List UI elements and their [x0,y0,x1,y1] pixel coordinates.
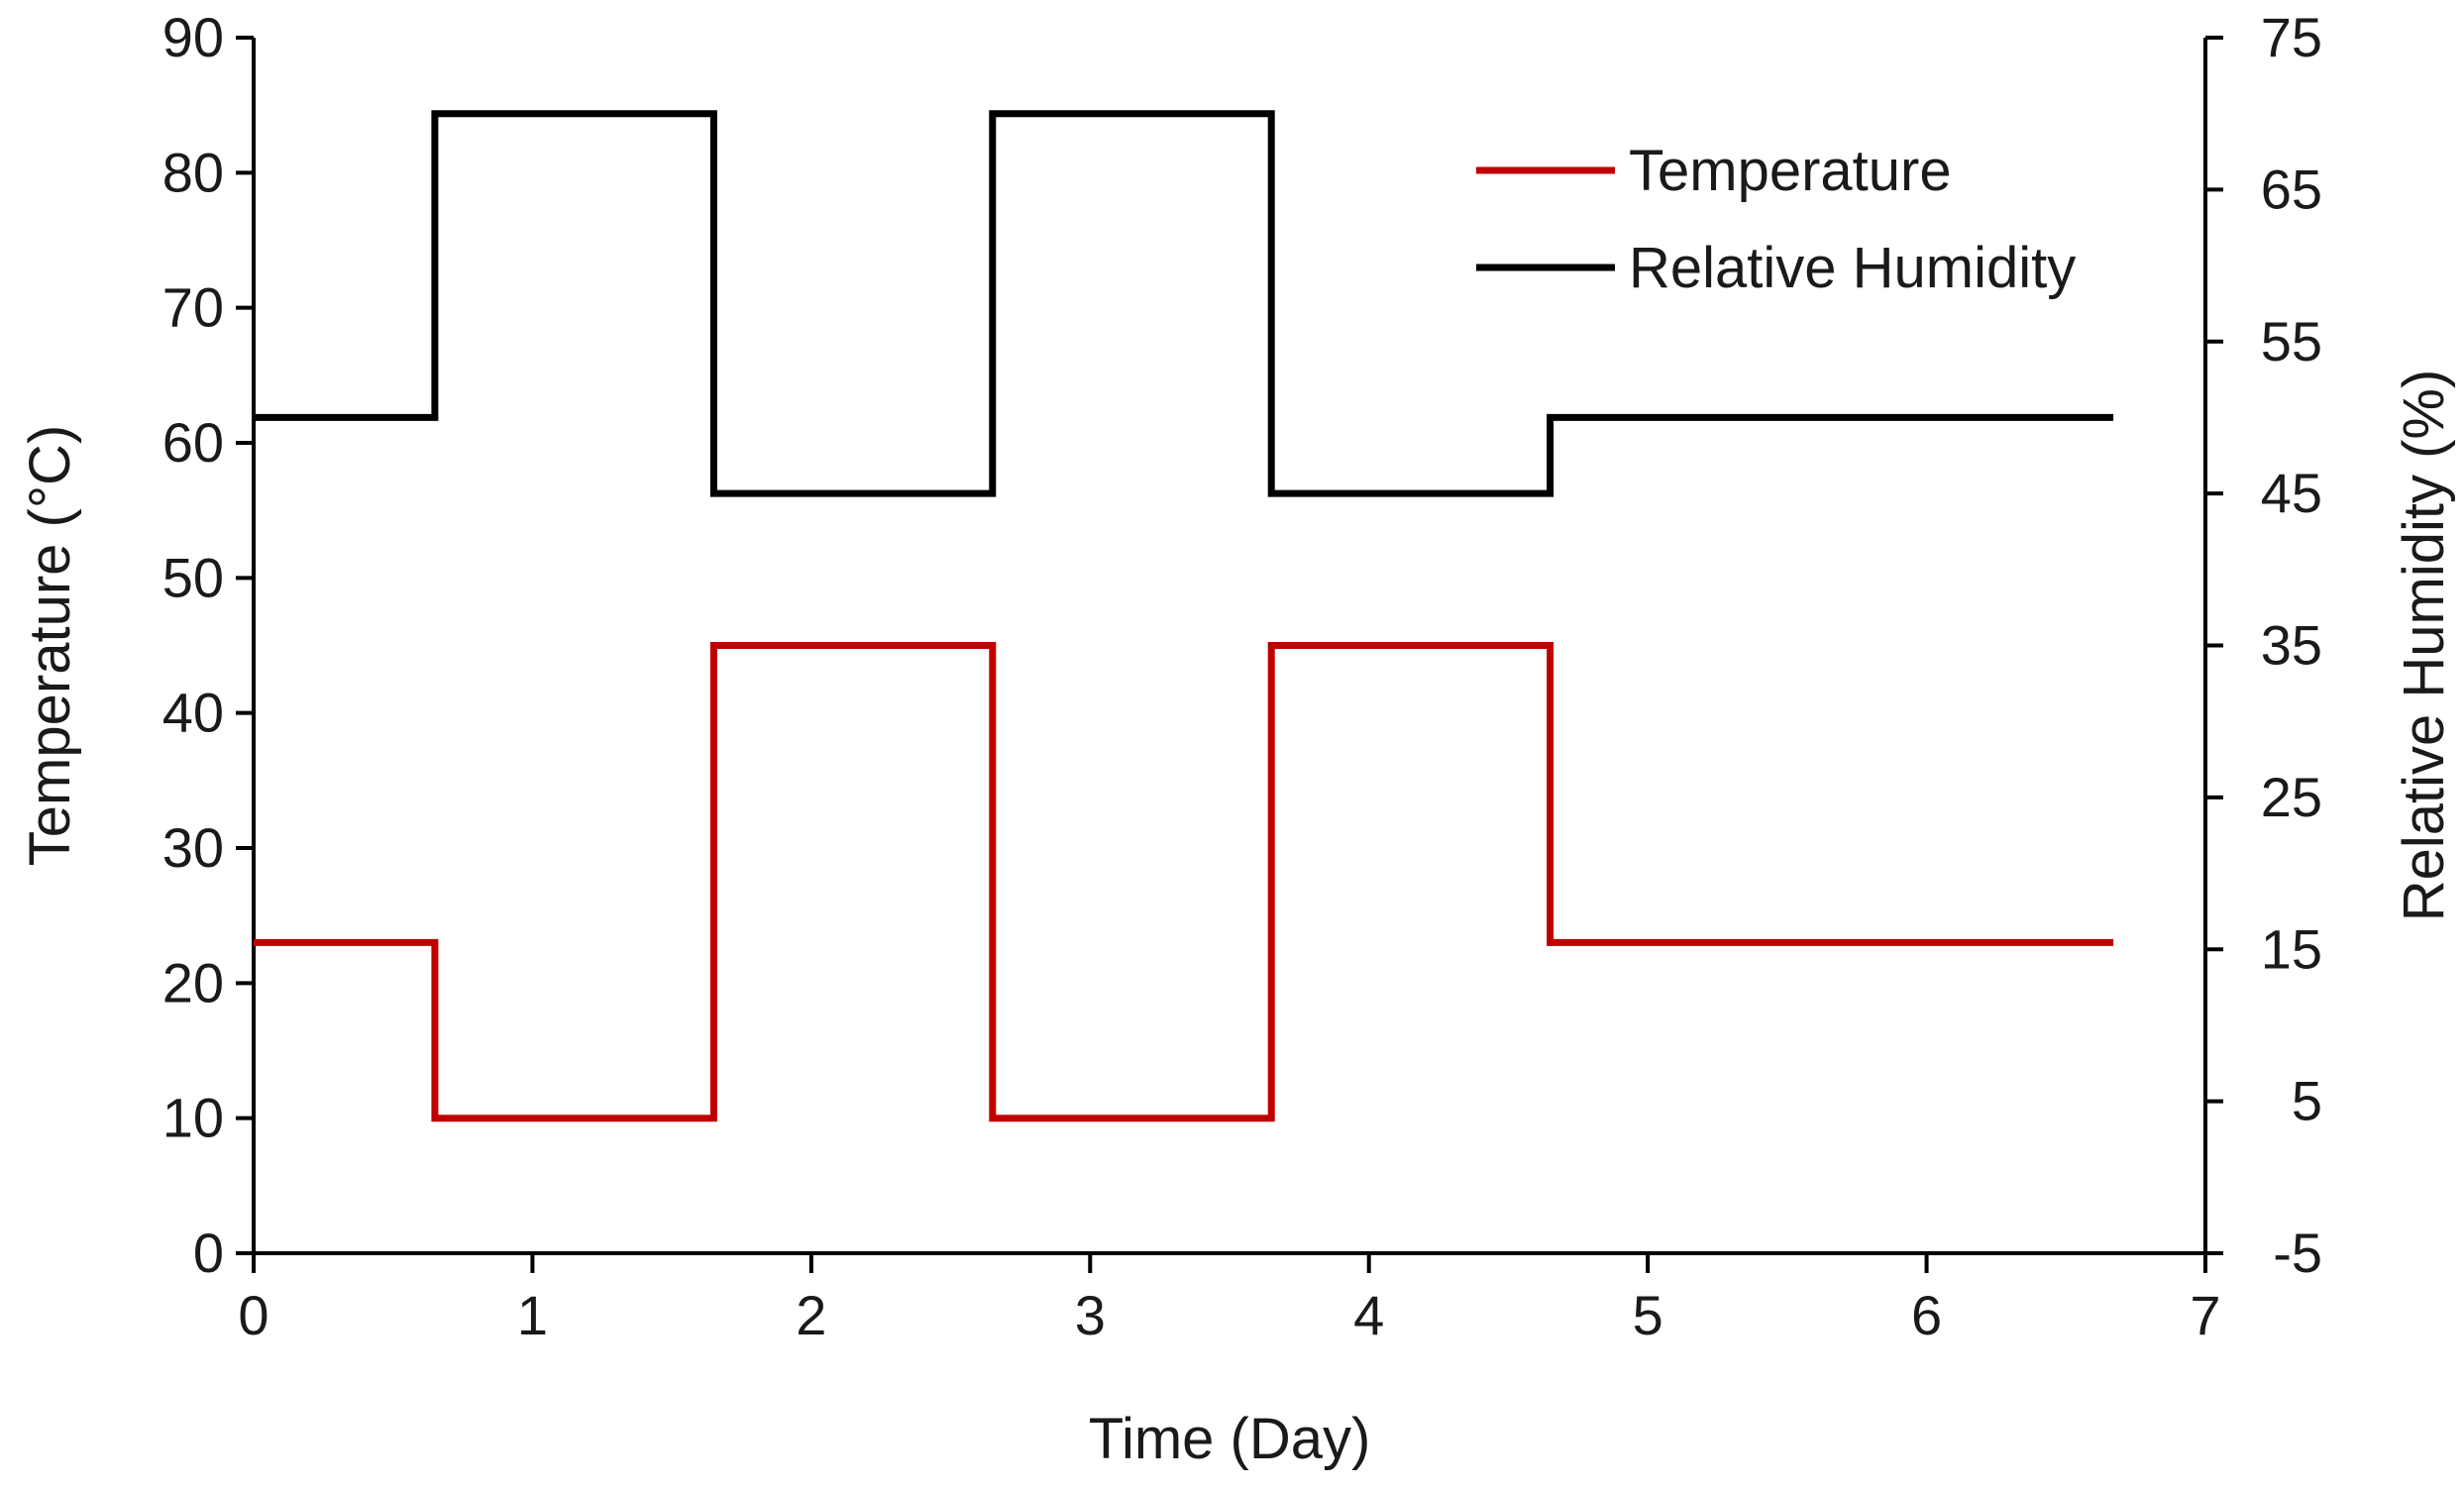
y-tick-label: 70 [162,276,224,339]
y2-tick-label: -5 [2273,1222,2322,1284]
y2-axis-title: Relative Humidity (%) [2392,370,2456,922]
x-tick-label: 5 [1633,1284,1663,1346]
x-tick-label: 4 [1353,1284,1384,1346]
x-tick-label: 3 [1075,1284,1106,1346]
series-line-relative-humidity [254,110,2114,497]
axes [236,36,2223,1273]
y-tick-label: 40 [162,682,224,744]
x-tick-label: 7 [2190,1284,2220,1346]
y-tick-label: 50 [162,546,224,608]
y2-tick-label: 15 [2261,917,2322,980]
series-line-temperature [254,642,2114,1122]
y-tick-label: 30 [162,816,224,879]
y-tick-label: 20 [162,951,224,1013]
x-tick-label: 6 [1911,1284,1942,1346]
y-axis-title: Temperature (°C) [18,425,82,866]
y-tick-label: 90 [162,6,224,68]
y-tick-label: 60 [162,411,224,474]
series-layer [254,110,2114,1122]
x-axis-title: Time (Day) [1089,1407,1371,1471]
x-tick-label: 0 [238,1284,268,1346]
y2-tick-label: 35 [2261,614,2322,677]
y-tick-label: 80 [162,141,224,203]
x-tick-label: 1 [517,1284,548,1346]
legend-label-temperature: Temperature [1629,139,1952,203]
x-tick-label: 2 [796,1284,826,1346]
y2-tick-label: 75 [2261,6,2322,68]
y2-tick-label: 5 [2292,1070,2322,1132]
y2-tick-label: 25 [2261,766,2322,828]
y-tick-label: 10 [162,1087,224,1149]
legend: Temperature Relative Humidity [1476,139,2076,300]
legend-label-relative-humidity: Relative Humidity [1629,236,2076,300]
y-tick-label: 0 [193,1222,224,1284]
y2-tick-label: 65 [2261,158,2322,220]
y2-tick-label: 55 [2261,310,2322,373]
y2-tick-label: 45 [2261,462,2322,524]
